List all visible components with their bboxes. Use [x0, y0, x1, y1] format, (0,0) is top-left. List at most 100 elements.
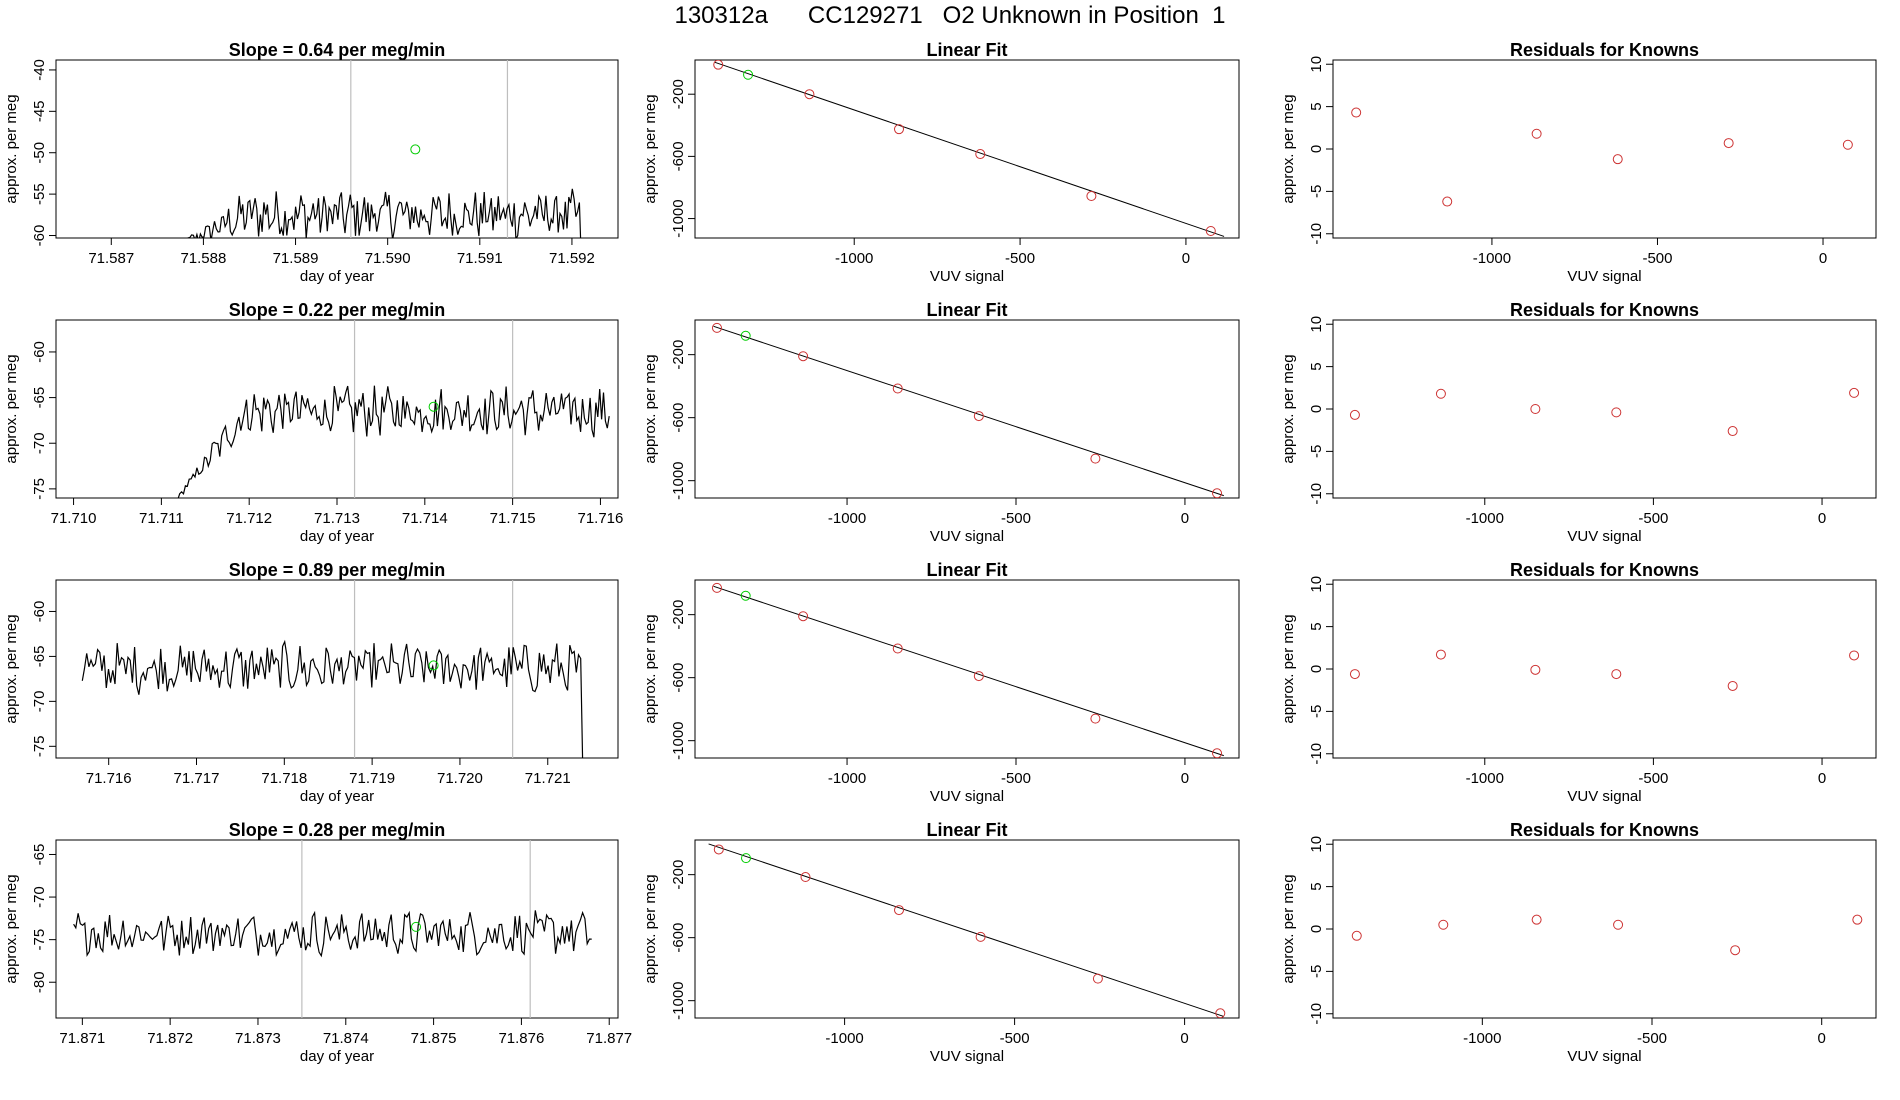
unknown-point	[428, 660, 439, 671]
x-axis-label: VUV signal	[1567, 528, 1641, 545]
known-point	[1086, 191, 1097, 202]
plot-area	[711, 322, 1224, 498]
y-axis-label: approx. per meg	[1280, 354, 1297, 463]
unknown-point	[410, 144, 421, 155]
plot-frame	[55, 579, 619, 759]
y-tick-label: -600	[670, 403, 687, 433]
known-point	[798, 351, 809, 362]
x-tick-label: 71.716	[577, 510, 623, 527]
plot-frame	[55, 59, 619, 239]
y-axis-label: approx. per meg	[1280, 94, 1297, 203]
x-tick-label: 71.718	[261, 770, 307, 787]
plot-frame	[694, 839, 1240, 1019]
residual-point	[1438, 919, 1449, 930]
y-tick-label: -1000	[670, 721, 687, 759]
x-axis-label: day of year	[300, 1048, 374, 1065]
y-tick-label: -40	[31, 59, 48, 81]
x-tick-label: 0	[1181, 510, 1189, 527]
y-tick-label: -70	[31, 886, 48, 908]
y-axis-label: approx. per meg	[1280, 614, 1297, 723]
plot-area	[177, 320, 610, 498]
x-tick-label: 0	[1819, 250, 1827, 267]
trace-line	[81, 639, 584, 758]
residual-point	[1852, 914, 1863, 925]
x-tick-label: 0	[1818, 510, 1826, 527]
x-tick-label: 71.875	[411, 1030, 457, 1047]
y-tick-label: -70	[31, 432, 48, 454]
plot-area	[1351, 914, 1863, 956]
trace-line	[177, 385, 610, 498]
y-tick-label: -75	[31, 735, 48, 757]
residual-point	[1442, 196, 1453, 207]
y-axis-label: approx. per meg	[642, 94, 659, 203]
plot-area	[187, 60, 582, 238]
x-axis-label: VUV signal	[930, 1048, 1004, 1065]
residual-point	[1730, 945, 1741, 956]
known-point	[973, 411, 984, 422]
plot-area	[713, 60, 1225, 237]
x-tick-label: 71.587	[88, 250, 134, 267]
x-tick-label: -1000	[1473, 250, 1511, 267]
x-tick-label: 71.873	[235, 1030, 281, 1047]
known-point	[1090, 453, 1101, 464]
x-tick-label: -1000	[1466, 770, 1504, 787]
x-tick-label: 71.871	[59, 1030, 105, 1047]
known-point	[973, 671, 984, 682]
chart-panel: Linear Fit -1000 -500 0 -1000 -600 -200 VUV sig…	[642, 300, 1240, 545]
y-tick-label: -50	[31, 142, 48, 164]
residual-point	[1842, 139, 1853, 150]
trace-line	[73, 910, 592, 958]
x-tick-label: -500	[1637, 1030, 1667, 1047]
chart-panel: Linear Fit -1000 -500 0 -1000 -600 -200 VUV sig…	[642, 40, 1240, 285]
fit-line	[713, 585, 1224, 757]
unknown-point	[741, 853, 751, 864]
residual-point	[1727, 426, 1738, 437]
x-tick-label: 71.715	[490, 510, 536, 527]
y-tick-label: -1000	[670, 199, 687, 237]
y-tick-label: -600	[670, 141, 687, 171]
plot-frame	[1332, 579, 1877, 759]
y-tick-label: -10	[1308, 483, 1325, 505]
y-tick-label: -65	[31, 387, 48, 409]
residual-point	[1613, 919, 1624, 930]
unknown-point	[411, 921, 422, 932]
y-tick-label: -60	[31, 341, 48, 363]
residual-point	[1349, 669, 1360, 680]
x-tick-label: -1000	[1466, 510, 1504, 527]
plot-frame	[694, 579, 1240, 759]
chart-panel: Residuals for Knowns -1000 -500 0 -10 -5 0 5 10 V…	[1280, 560, 1877, 805]
x-tick-label: 71.719	[349, 770, 395, 787]
y-tick-label: 10	[1308, 316, 1325, 333]
x-tick-label: 71.872	[147, 1030, 193, 1047]
known-point	[804, 89, 815, 100]
chart-title: Slope = 0.64 per meg/min	[229, 40, 446, 60]
y-tick-label: -10	[1308, 223, 1325, 245]
y-axis-label: approx. per meg	[642, 614, 659, 723]
residual-point	[1723, 138, 1734, 149]
chart-panel: Linear Fit -1000 -500 0 -1000 -600 -200 VUV sig…	[642, 560, 1240, 805]
x-tick-label: 0	[1181, 770, 1189, 787]
x-tick-label: 71.591	[457, 250, 503, 267]
y-tick-label: 5	[1308, 622, 1325, 630]
chart-panel: Slope = 0.64 per meg/min 71.587 71.588 71.5…	[3, 40, 619, 285]
y-tick-label: -65	[31, 646, 48, 668]
chart-title: Residuals for Knowns	[1510, 40, 1699, 60]
x-tick-label: 0	[1818, 770, 1826, 787]
x-tick-label: -500	[1642, 250, 1672, 267]
x-axis-label: day of year	[300, 528, 374, 545]
residual-point	[1351, 930, 1362, 941]
residual-point	[1351, 107, 1362, 118]
y-tick-label: 0	[1308, 925, 1325, 933]
x-tick-label: 71.877	[586, 1030, 632, 1047]
chart-title: Linear Fit	[926, 40, 1007, 60]
x-axis-label: VUV signal	[930, 268, 1004, 285]
y-tick-label: -45	[31, 100, 48, 122]
y-tick-label: -60	[31, 601, 48, 623]
chart-panel: Residuals for Knowns -1000 -500 0 -10 -5 0 5 10 V…	[1280, 820, 1877, 1065]
y-tick-label: -10	[1308, 1003, 1325, 1025]
y-tick-label: 10	[1308, 576, 1325, 593]
plot-frame	[694, 319, 1240, 499]
x-tick-label: -500	[1005, 250, 1035, 267]
residual-point	[1435, 388, 1446, 399]
x-tick-label: -500	[1000, 1030, 1030, 1047]
